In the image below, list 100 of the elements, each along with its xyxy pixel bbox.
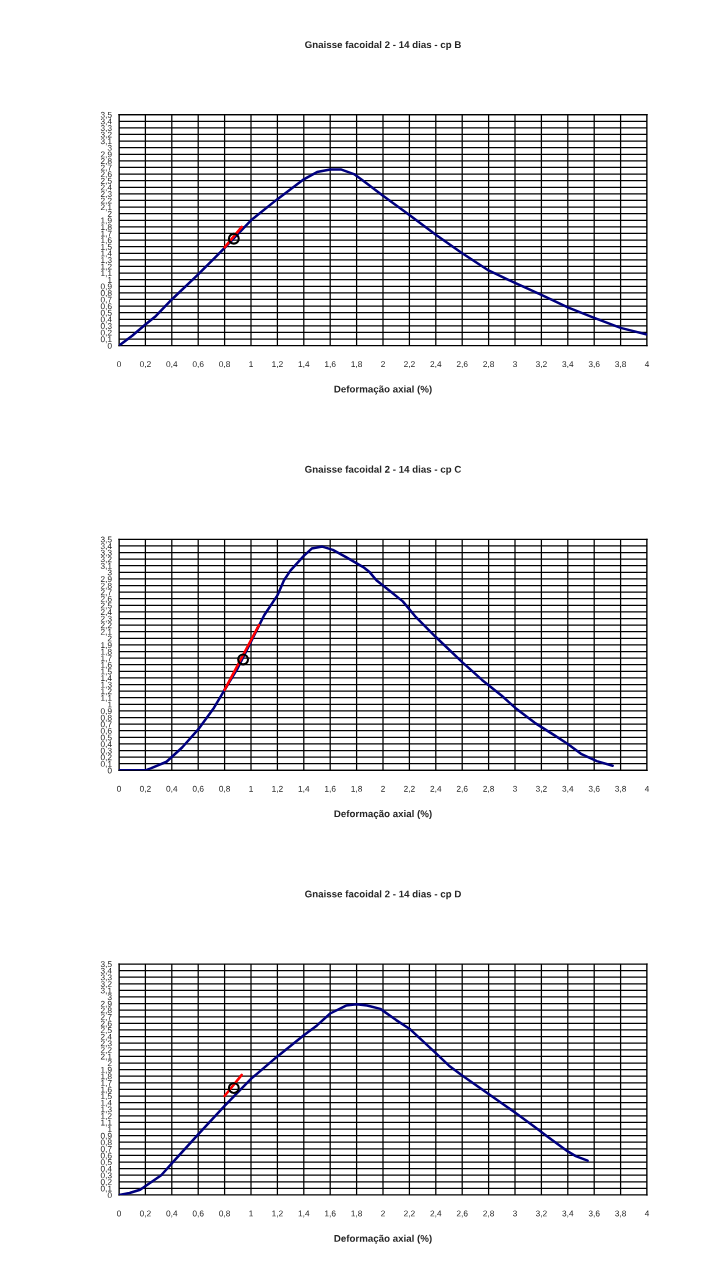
y-tick-label: 0,3 — [100, 323, 112, 330]
x-tick-label: 3,8 — [615, 785, 627, 793]
y-tick-label: 3,1 — [100, 562, 112, 570]
x-axis-title: Deformação axial (%) — [334, 385, 432, 395]
x-tick-label: 3,2 — [535, 785, 547, 793]
y-tick-label: 0,8 — [100, 1139, 112, 1147]
x-tick-label: 1,4 — [298, 1210, 310, 1218]
x-tick-label: 1,4 — [298, 361, 310, 369]
x-tick-label: 3,4 — [562, 361, 574, 369]
y-tick-label: 1,2 — [101, 688, 112, 696]
y-tick-label: 1,2 — [101, 1113, 112, 1120]
x-tick-label: 0,8 — [219, 361, 231, 369]
y-tick-label: 2 — [107, 210, 112, 217]
y-tick-label: 1,6 — [101, 1086, 112, 1094]
x-tick-label: 2,6 — [456, 785, 468, 793]
y-tick-label: 3,5 — [100, 111, 112, 119]
y-tick-label: 2,1 — [100, 204, 112, 212]
y-tick-label: 3,3 — [100, 125, 112, 132]
y-tick-label: 1,4 — [101, 1099, 112, 1107]
y-tick-label: 0,4 — [100, 316, 112, 324]
x-tick-label: 1,8 — [351, 361, 363, 369]
x-tick-label: 3 — [513, 361, 517, 368]
y-tick-label: 1,5 — [101, 1093, 112, 1101]
y-tick-label: 2,4 — [100, 184, 112, 192]
y-tick-label: 0,3 — [100, 1172, 112, 1180]
y-tick-label: 1,1 — [101, 1119, 112, 1127]
y-tick-label: 2,1 — [100, 628, 112, 636]
y-tick-label: 1,5 — [101, 668, 112, 676]
y-tick-label: 0,6 — [100, 303, 112, 311]
y-tick-label: 3 — [107, 569, 112, 576]
y-tick-label: 1 — [108, 701, 112, 708]
y-tick-label: 0,2 — [100, 1179, 112, 1186]
x-tick-label: 0,4 — [166, 1210, 178, 1218]
x-tick-label: 2 — [381, 1210, 385, 1217]
x-tick-label: 4 — [644, 785, 650, 792]
x-tick-label: 2,6 — [456, 361, 468, 369]
y-tick-label: 2,8 — [100, 1007, 112, 1015]
y-tick-label: 1,1 — [101, 270, 112, 278]
y-tick-label: 1,5 — [101, 243, 112, 251]
x-tick-label: 1,6 — [325, 1210, 336, 1218]
y-tick-label: 0,4 — [100, 741, 112, 749]
y-tick-label: 0,5 — [100, 734, 112, 742]
x-tick-label: 3,8 — [615, 1210, 627, 1218]
x-tick-label: 0 — [117, 361, 121, 368]
y-tick-label: 1,6 — [101, 661, 112, 669]
y-tick-label: 0,7 — [100, 296, 112, 304]
x-tick-label: 1 — [249, 1210, 253, 1217]
x-tick-label: 2,2 — [404, 361, 415, 369]
y-tick-label: 1,3 — [101, 681, 112, 689]
y-tick-label: 2,7 — [100, 1014, 112, 1021]
x-tick-label: 3,6 — [588, 785, 600, 793]
y-tick-label: 1,1 — [101, 695, 112, 702]
x-tick-label: 1,2 — [272, 361, 283, 369]
y-tick-label: 0,1 — [100, 336, 112, 344]
x-tick-label: 3,2 — [535, 1210, 547, 1218]
y-tick-label: 3 — [107, 144, 112, 151]
x-tick-label: 3,6 — [588, 1210, 600, 1218]
y-tick-label: 1,3 — [101, 257, 112, 264]
x-tick-label: 2 — [381, 785, 385, 792]
x-tick-label: 3,8 — [615, 361, 627, 369]
y-tick-label: 1,8 — [101, 224, 112, 231]
x-tick-label: 1,2 — [272, 785, 283, 793]
y-tick-label: 3,3 — [100, 974, 112, 982]
y-tick-label: 2,2 — [100, 197, 112, 205]
y-tick-label: 2,5 — [100, 177, 112, 185]
x-tick-label: 0,2 — [139, 785, 151, 793]
y-tick-label: 2,5 — [100, 1027, 112, 1035]
x-tick-label: 2 — [381, 361, 385, 367]
x-tick-label: 2,8 — [483, 1210, 495, 1218]
y-tick-label: 2,4 — [100, 609, 112, 617]
y-tick-label: 1,7 — [101, 230, 112, 238]
x-tick-label: 3 — [513, 1210, 517, 1217]
y-tick-label: 0,1 — [100, 1185, 112, 1193]
y-tick-label: 0 — [107, 1192, 112, 1199]
x-tick-label: 3,4 — [562, 785, 574, 793]
y-tick-label: 3,2 — [100, 981, 112, 988]
y-tick-label: 2,8 — [100, 158, 112, 165]
y-tick-label: 3,2 — [100, 131, 112, 139]
y-tick-label: 2,4 — [100, 1033, 112, 1041]
y-tick-label: 2,9 — [100, 151, 112, 159]
x-tick-label: 2,4 — [430, 1210, 442, 1218]
y-tick-label: 1,9 — [101, 217, 112, 225]
y-tick-label: 2,9 — [100, 1000, 112, 1008]
y-tick-label: 0,9 — [100, 708, 112, 716]
y-tick-label: 2,5 — [100, 602, 112, 610]
y-tick-label: 0 — [107, 342, 112, 349]
y-tick-label: 1,8 — [101, 1073, 112, 1081]
x-axis-title: Deformação axial (%) — [334, 1234, 432, 1244]
y-tick-label: 1,8 — [101, 648, 112, 656]
x-tick-label: 1,2 — [272, 1210, 283, 1218]
x-tick-label: 0,2 — [139, 361, 151, 369]
x-tick-label: 2,8 — [483, 785, 495, 793]
y-tick-label: 3,1 — [100, 138, 112, 146]
y-tick-label: 3,5 — [100, 961, 112, 969]
y-tick-label: 2,6 — [100, 171, 112, 179]
x-tick-label: 2,6 — [456, 1210, 468, 1218]
x-tick-label: 0,8 — [219, 1210, 231, 1218]
y-tick-label: 3 — [107, 994, 112, 1001]
x-tick-label: 3 — [513, 785, 517, 792]
y-tick-label: 2,6 — [100, 1020, 112, 1028]
